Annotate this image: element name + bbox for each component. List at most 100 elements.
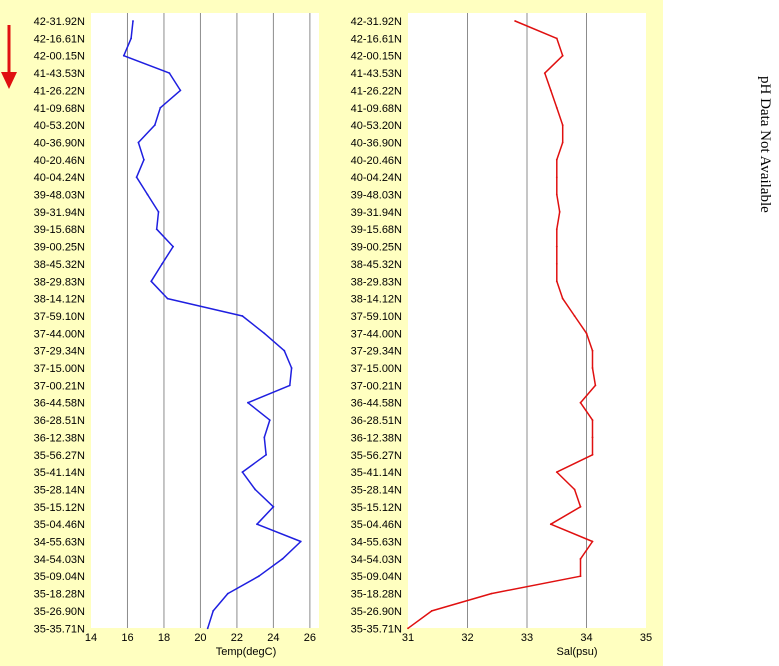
sal-data-point — [591, 349, 594, 352]
sal-gridlines — [467, 13, 587, 628]
sal-latitude-label: 37-00.21N — [351, 380, 402, 392]
temp-data-point — [265, 453, 267, 456]
sal-data-point — [430, 610, 433, 612]
sal-latitude-label: 37-59.10N — [351, 311, 402, 323]
temp-x-tick-label: 18 — [158, 632, 170, 644]
sal-data-point — [490, 592, 493, 595]
sal-latitude-label: 38-14.12N — [351, 294, 402, 306]
sal-data-point — [573, 315, 576, 317]
sal-data-point — [591, 436, 594, 439]
temp-latitude-label: 38-29.83N — [34, 276, 85, 288]
temp-data-point — [281, 558, 284, 560]
temp-data-point — [212, 610, 215, 612]
temp-latitude-label: 42-00.15N — [34, 51, 85, 63]
sal-latitude-label: 35-18.28N — [351, 589, 402, 601]
temp-series — [122, 20, 302, 630]
temp-x-tick-label: 20 — [194, 632, 206, 644]
ph-unavailable-note: pH Data Not Available — [757, 76, 773, 213]
temp-latitude-label: 38-14.12N — [34, 294, 85, 306]
temp-data-point — [288, 384, 291, 387]
sal-x-tick-label: 31 — [402, 632, 414, 644]
temp-data-point — [159, 106, 162, 109]
sal-latitude-label: 42-16.61N — [351, 33, 402, 45]
sal-latitude-label: 37-29.34N — [351, 346, 402, 358]
temp-latitude-label: 42-16.61N — [34, 33, 85, 45]
sal-data-point — [579, 401, 582, 404]
temp-latitude-label: 37-00.21N — [34, 380, 85, 392]
temp-data-point — [268, 419, 271, 421]
temp-latitude-label: 38-45.32N — [34, 259, 85, 271]
sal-data-point — [573, 488, 576, 491]
temp-data-point — [263, 332, 266, 335]
sal-data-point — [555, 228, 558, 231]
sal-latitude-label: 38-29.83N — [351, 276, 402, 288]
sal-data-point — [555, 37, 558, 40]
sal-latitude-label: 40-04.24N — [351, 172, 402, 184]
sal-data-point — [585, 332, 588, 335]
temp-latitude-label: 35-18.28N — [34, 589, 85, 601]
temp-data-point — [290, 367, 293, 369]
temp-data-point — [254, 488, 257, 491]
sal-latitude-label: 35-26.90N — [351, 606, 402, 618]
temp-latitude-label: 35-04.46N — [34, 519, 85, 531]
sal-series-line — [407, 20, 597, 629]
temp-latitude-label: 40-36.90N — [34, 137, 85, 149]
temp-latitude-label: 39-31.94N — [34, 207, 85, 219]
sal-latitude-label: 35-28.14N — [351, 484, 402, 496]
temp-latitude-label: 37-59.10N — [34, 311, 85, 323]
temp-plot-area — [91, 13, 319, 628]
sal-latitude-label: 35-04.46N — [351, 519, 402, 531]
temp-latitude-label: 37-29.34N — [34, 346, 85, 358]
sal-data-point — [549, 89, 552, 92]
temp-data-point — [272, 505, 275, 508]
sal-latitude-label: 36-44.58N — [351, 398, 402, 410]
sal-data-point — [591, 419, 594, 421]
temp-data-point — [166, 297, 169, 300]
temp-latitude-label: 35-35.71N — [34, 623, 85, 635]
direction-arrow-icon — [1, 25, 17, 89]
temp-latitude-label: 35-41.14N — [34, 467, 85, 479]
sal-data-point — [549, 523, 552, 526]
temp-data-point — [299, 540, 302, 543]
sal-data-point — [591, 540, 594, 543]
temp-series-line — [123, 20, 302, 629]
temp-data-point — [263, 436, 266, 439]
sal-data-point — [555, 280, 558, 283]
sal-x-tick-label: 33 — [521, 632, 533, 644]
sal-latitude-label: 40-36.90N — [351, 137, 402, 149]
sal-latitude-label: 35-41.14N — [351, 467, 402, 479]
temp-data-point — [168, 72, 171, 74]
temp-data-point — [155, 228, 158, 231]
temp-latitude-label: 35-56.27N — [34, 450, 85, 462]
temp-data-point — [150, 280, 153, 283]
sal-latitude-label: 38-45.32N — [351, 259, 402, 271]
temp-data-point — [206, 627, 209, 630]
temp-latitude-label: 39-00.25N — [34, 242, 85, 254]
temp-data-point — [132, 20, 134, 22]
temp-latitude-label: 34-55.63N — [34, 537, 85, 549]
temp-latitude-label: 40-20.46N — [34, 155, 85, 167]
temp-data-point — [153, 124, 156, 126]
sal-data-point — [555, 158, 558, 161]
sal-data-point — [555, 193, 558, 196]
temp-latitude-label: 35-28.14N — [34, 484, 85, 496]
sal-latitude-labels: 42-31.92N 42-16.61N 42-00.15N 41-43.53N 41-2… — [351, 16, 402, 635]
sal-latitude-label: 34-54.03N — [351, 554, 402, 566]
sal-latitude-label: 36-28.51N — [351, 415, 402, 427]
temp-latitude-label: 36-28.51N — [34, 415, 85, 427]
temp-x-tick-label: 22 — [231, 632, 243, 644]
sal-latitude-label: 35-09.04N — [351, 571, 402, 583]
temp-data-point — [241, 471, 244, 473]
sal-data-point — [407, 627, 409, 630]
temp-latitude-label: 34-54.03N — [34, 554, 85, 566]
temp-data-point — [122, 54, 125, 57]
temp-latitude-label: 42-31.92N — [34, 16, 85, 28]
sal-latitude-label: 41-26.22N — [351, 85, 402, 97]
sal-latitude-label: 40-20.46N — [351, 155, 402, 167]
temp-data-point — [146, 193, 149, 196]
temp-data-point — [283, 349, 286, 352]
sal-latitude-label: 37-15.00N — [351, 363, 402, 375]
sal-latitude-label: 42-31.92N — [351, 16, 402, 28]
sal-x-tick-label: 34 — [580, 632, 592, 644]
sal-data-point — [555, 263, 558, 265]
